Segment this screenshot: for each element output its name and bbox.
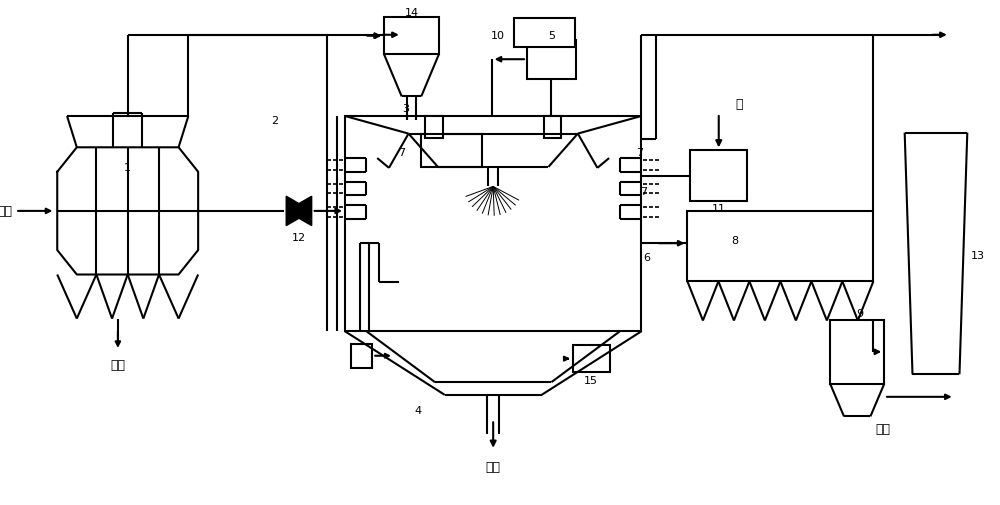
Bar — [687, 212, 873, 282]
Bar — [384, 18, 439, 55]
Text: 7: 7 — [636, 148, 643, 158]
Text: 13: 13 — [971, 250, 985, 261]
Text: 8: 8 — [731, 236, 738, 246]
Bar — [421, 134, 482, 168]
Bar — [425, 117, 443, 138]
Text: 水: 水 — [736, 97, 743, 111]
Text: 6: 6 — [643, 252, 650, 263]
Bar — [351, 344, 372, 369]
Text: 12: 12 — [292, 233, 306, 243]
Bar — [544, 117, 561, 138]
Text: 11: 11 — [712, 204, 726, 214]
Polygon shape — [286, 197, 312, 226]
Text: 15: 15 — [584, 375, 598, 385]
Bar — [527, 40, 576, 80]
Text: 5: 5 — [548, 31, 555, 41]
Text: 外运: 外运 — [486, 460, 501, 473]
Bar — [830, 321, 884, 384]
Bar — [345, 117, 641, 332]
Text: 7: 7 — [398, 148, 405, 158]
Bar — [514, 19, 575, 48]
Text: 14: 14 — [404, 8, 419, 18]
Text: 4: 4 — [415, 405, 422, 415]
Text: 外运: 外运 — [110, 359, 125, 371]
Text: 9: 9 — [856, 308, 863, 318]
Text: 3: 3 — [402, 104, 409, 114]
Polygon shape — [286, 197, 312, 226]
Text: 7: 7 — [640, 187, 647, 197]
Bar — [573, 345, 610, 373]
Text: 10: 10 — [490, 31, 504, 41]
Bar — [690, 151, 747, 201]
Text: 烟气: 烟气 — [0, 205, 12, 218]
Text: 2: 2 — [271, 116, 278, 126]
Text: 外运: 外运 — [876, 422, 891, 435]
Text: 1: 1 — [124, 163, 131, 173]
